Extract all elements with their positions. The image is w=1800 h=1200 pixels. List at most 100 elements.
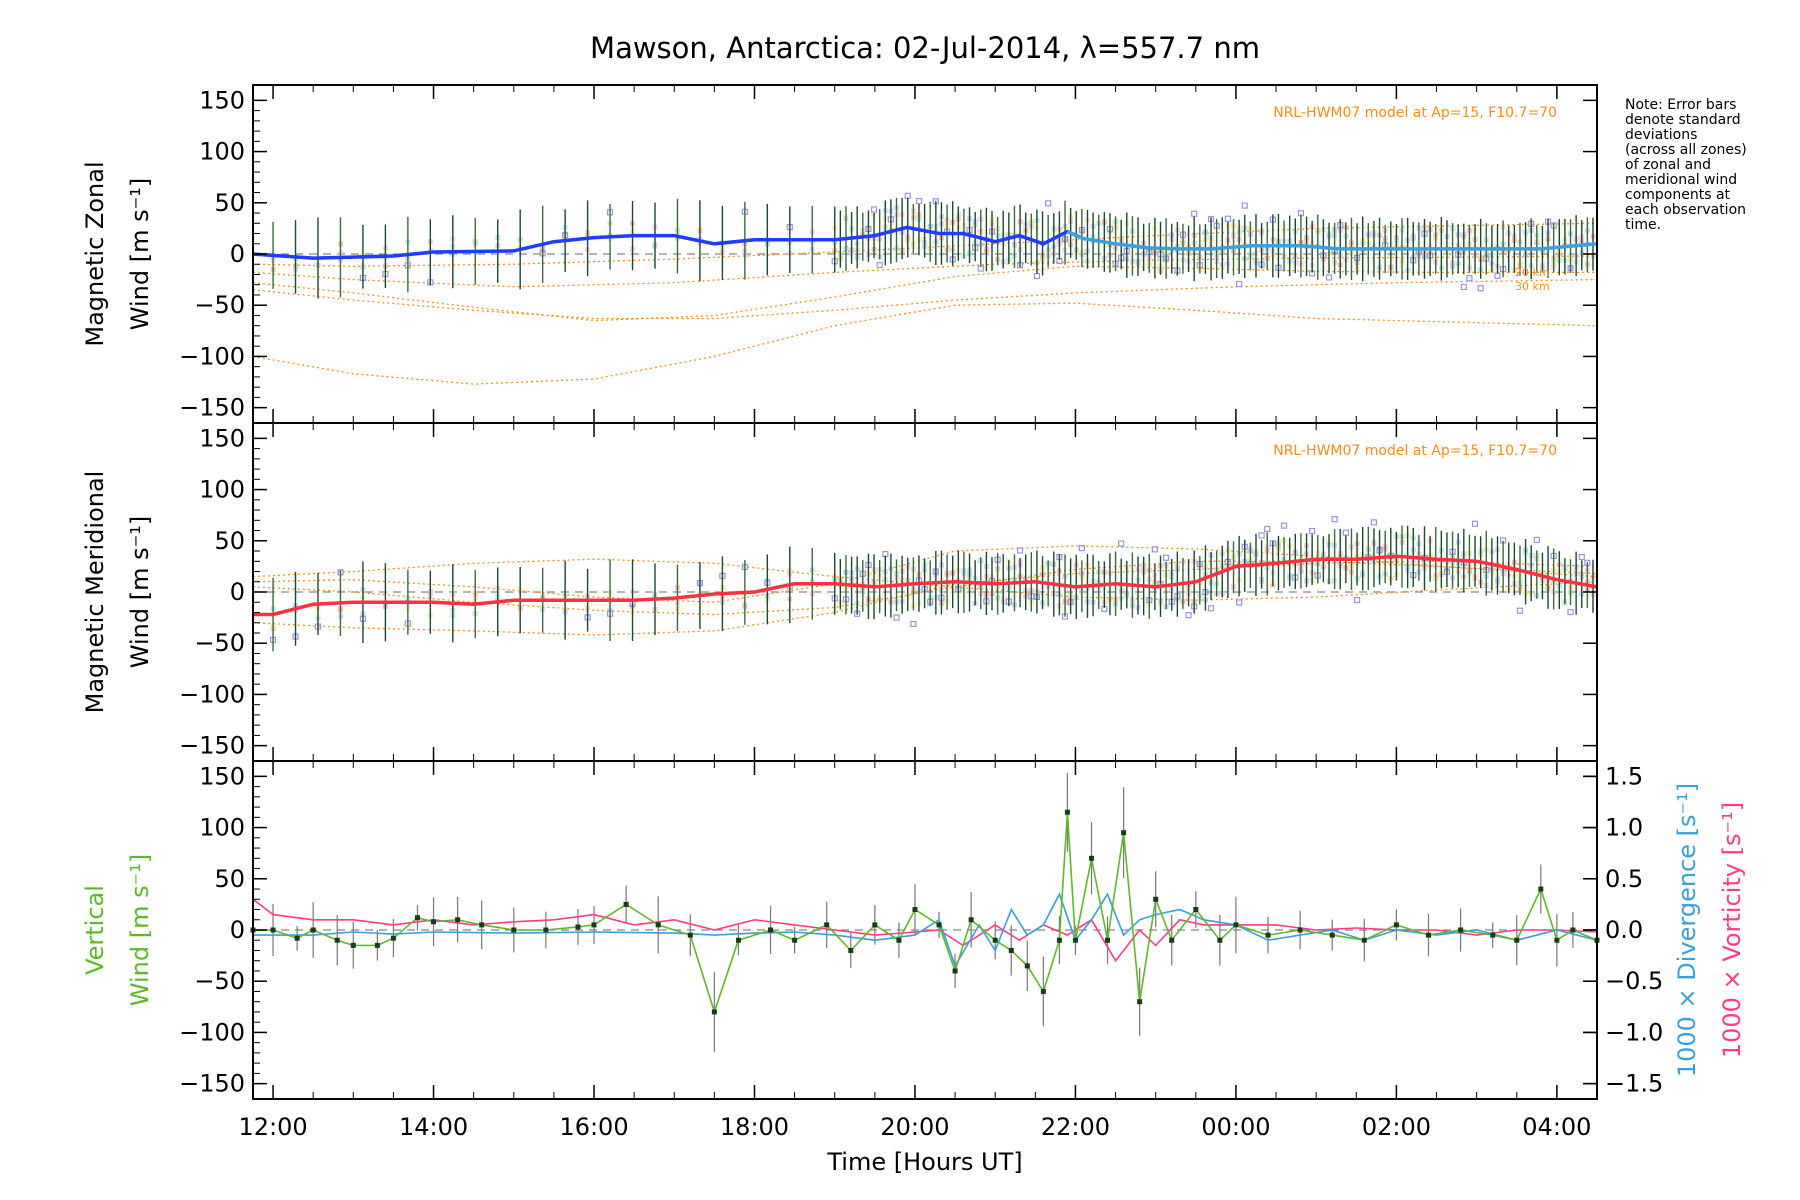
- panel-zonal: NRL-HWM07 model at Ap=15, F10.7=70 20 km…: [81, 84, 1598, 424]
- panel-vertical-y2tick-label: 0.0: [1605, 916, 1643, 944]
- x-tick-label: 04:00: [1522, 1113, 1591, 1141]
- panel-zonal-scatter-point: [977, 265, 984, 272]
- panel-zonal-scatter-point: [1241, 202, 1248, 209]
- panel-vertical-wind-point: [1121, 830, 1127, 836]
- panel-zonal-scatter-point: [1224, 215, 1232, 222]
- panel-vertical-wind-point: [1105, 937, 1111, 943]
- panel-vertical-wind-point: [1153, 896, 1159, 902]
- panel-vertical-ytick-label: −50: [194, 967, 245, 995]
- panel-zonal-scatter-point: [1460, 283, 1467, 291]
- panel-zonal-scatter-point: [1045, 200, 1052, 207]
- x-tick-label: 00:00: [1201, 1113, 1270, 1141]
- panel-zonal-model-label: NRL-HWM07 model at Ap=15, F10.7=70: [1273, 105, 1557, 121]
- panel-meridional-scatter-point: [910, 620, 917, 628]
- panel-vertical-wind-point: [1169, 937, 1175, 943]
- panel-meridional-scatter-point: [1533, 536, 1540, 543]
- panel-vertical-wind-point: [334, 937, 340, 943]
- panel-vertical-wind-point: [350, 942, 356, 948]
- panel-zonal-ylabel-line2: Wind [m s⁻¹]: [126, 178, 154, 330]
- panel-zonal-model-curve: [252, 265, 1597, 322]
- panel-vertical-vorticity-line: [252, 898, 1598, 963]
- panel-meridional-scatter-point: [1331, 516, 1338, 523]
- panel-vertical-wind-point: [431, 919, 437, 925]
- panel-vertical-wind-point: [1361, 937, 1367, 943]
- panel-meridional-scatter-point: [1207, 605, 1215, 612]
- panel-vertical-wind-point: [968, 917, 974, 923]
- panel-vertical-wind-point: [1393, 922, 1399, 928]
- panel-meridional-ylabel-line2: Wind [m s⁻¹]: [126, 516, 154, 668]
- panel-vertical-y2tick-label: 0.5: [1605, 865, 1643, 893]
- panel-vertical-ytick-label: 0: [230, 916, 245, 944]
- panel-zonal-scatter-point: [1494, 272, 1501, 279]
- x-tick-label: 22:00: [1041, 1113, 1110, 1141]
- panel-vertical-wind-point: [1088, 855, 1094, 861]
- panel-vertical-wind-point: [543, 927, 549, 933]
- panel-meridional-model-curve: [252, 560, 1598, 636]
- panel-vertical-wind-point: [912, 907, 918, 913]
- panel-vertical-wind-point: [1008, 947, 1014, 953]
- panel-vertical-wind-point: [848, 947, 854, 953]
- panel-meridional-ytick-label: −150: [179, 732, 245, 760]
- panel-meridional-ytick-label: 0: [230, 578, 245, 606]
- panel-vertical-wind-point: [1137, 999, 1143, 1005]
- panel-zonal-ytick-label: −50: [194, 291, 245, 319]
- note-line: each observation: [1625, 202, 1746, 218]
- panel-vertical-wind-point: [591, 922, 597, 928]
- panel-zonal-scatter-point: [876, 262, 883, 269]
- panel-vertical-wind-point: [1193, 907, 1199, 913]
- panel-zonal-scatter-point: [1466, 275, 1473, 282]
- panel-meridional-scatter-point: [893, 614, 900, 621]
- panel-meridional-scatter-point: [1578, 553, 1585, 561]
- panel-vertical-wind-point: [992, 937, 998, 943]
- panel-meridional-scatter-point: [1353, 596, 1361, 604]
- panel-zonal-scatter-point: [1325, 274, 1333, 281]
- panel-meridional-ytick-label: −100: [179, 680, 245, 708]
- panel-zonal-scatter-point: [1236, 280, 1243, 288]
- panel-zonal-model-curve: [252, 222, 1598, 267]
- panel-meridional-scatter-point: [1280, 522, 1288, 529]
- panel-meridional-scatter-point: [1118, 540, 1125, 547]
- panel-vertical-ytick-label: 100: [199, 814, 245, 842]
- panel-meridional-scatter-point: [1516, 607, 1524, 614]
- panel-meridional-ytick-label: 100: [199, 476, 245, 504]
- panel-vertical-wind-point: [1040, 988, 1046, 994]
- panel-meridional-scatter-point: [1370, 519, 1378, 526]
- panel-vertical-ytick-label: −100: [179, 1018, 245, 1046]
- panel-vertical-wind-point: [390, 935, 396, 941]
- panel-vertical-wind-point: [1490, 932, 1496, 938]
- panel-zonal-scatter-point: [1191, 210, 1198, 217]
- panel-zonal-model-small-label-1: 20 km: [1515, 266, 1550, 279]
- panel-vertical-wind-point: [711, 1009, 717, 1015]
- panel-meridional-model-curve: [252, 560, 1598, 616]
- panel-vertical-y2tick-label: 1.5: [1605, 762, 1643, 790]
- panel-vertical-wind-point: [768, 927, 774, 933]
- panel-meridional-scatter-point: [1342, 529, 1349, 536]
- panel-vertical: Vertical Wind [m s⁻¹] 1000 × Divergence …: [81, 760, 1746, 1100]
- panel-vertical-ytick-label: −150: [179, 1070, 245, 1098]
- note-line: of zonal and: [1625, 157, 1711, 173]
- x-tick-label: 18:00: [720, 1113, 789, 1141]
- note-line: (across all zones): [1625, 142, 1747, 158]
- panel-meridional: NRL-HWM07 model at Ap=15, F10.7=70 Magne…: [81, 422, 1598, 762]
- panel-vertical-ylabel-line2: Wind [m s⁻¹]: [126, 854, 154, 1006]
- note-line: denote standard: [1625, 112, 1741, 128]
- panel-vertical-wind-point: [575, 924, 581, 930]
- note-line: Note: Error bars: [1625, 97, 1736, 113]
- panel-vertical-y2tick-label: −1.0: [1605, 1018, 1663, 1046]
- panel-meridional-model-curve: [252, 558, 1598, 601]
- panel-vertical-y2-label-vorticity: 1000 × Vorticity [s⁻¹]: [1718, 802, 1746, 1058]
- panel-vertical-wind-point: [872, 922, 878, 928]
- panel-vertical-wind-point: [270, 927, 276, 933]
- note-line: components at: [1625, 187, 1731, 203]
- panel-vertical-wind-point: [687, 932, 693, 938]
- panel-zonal-scatter-point: [904, 192, 911, 199]
- panel-zonal-model-curve: [252, 255, 1598, 288]
- panel-meridional-scatter-point: [1567, 608, 1574, 616]
- panel-meridional-ylabel-line1: Magnetic Meridional: [81, 471, 109, 714]
- panel-vertical-wind-point: [455, 917, 461, 923]
- panel-vertical-wind-point: [1329, 932, 1335, 938]
- panel-vertical-wind-point: [1024, 963, 1030, 969]
- panel-meridional-ytick-label: 50: [214, 527, 245, 555]
- panel-vertical-wind-point: [655, 922, 661, 928]
